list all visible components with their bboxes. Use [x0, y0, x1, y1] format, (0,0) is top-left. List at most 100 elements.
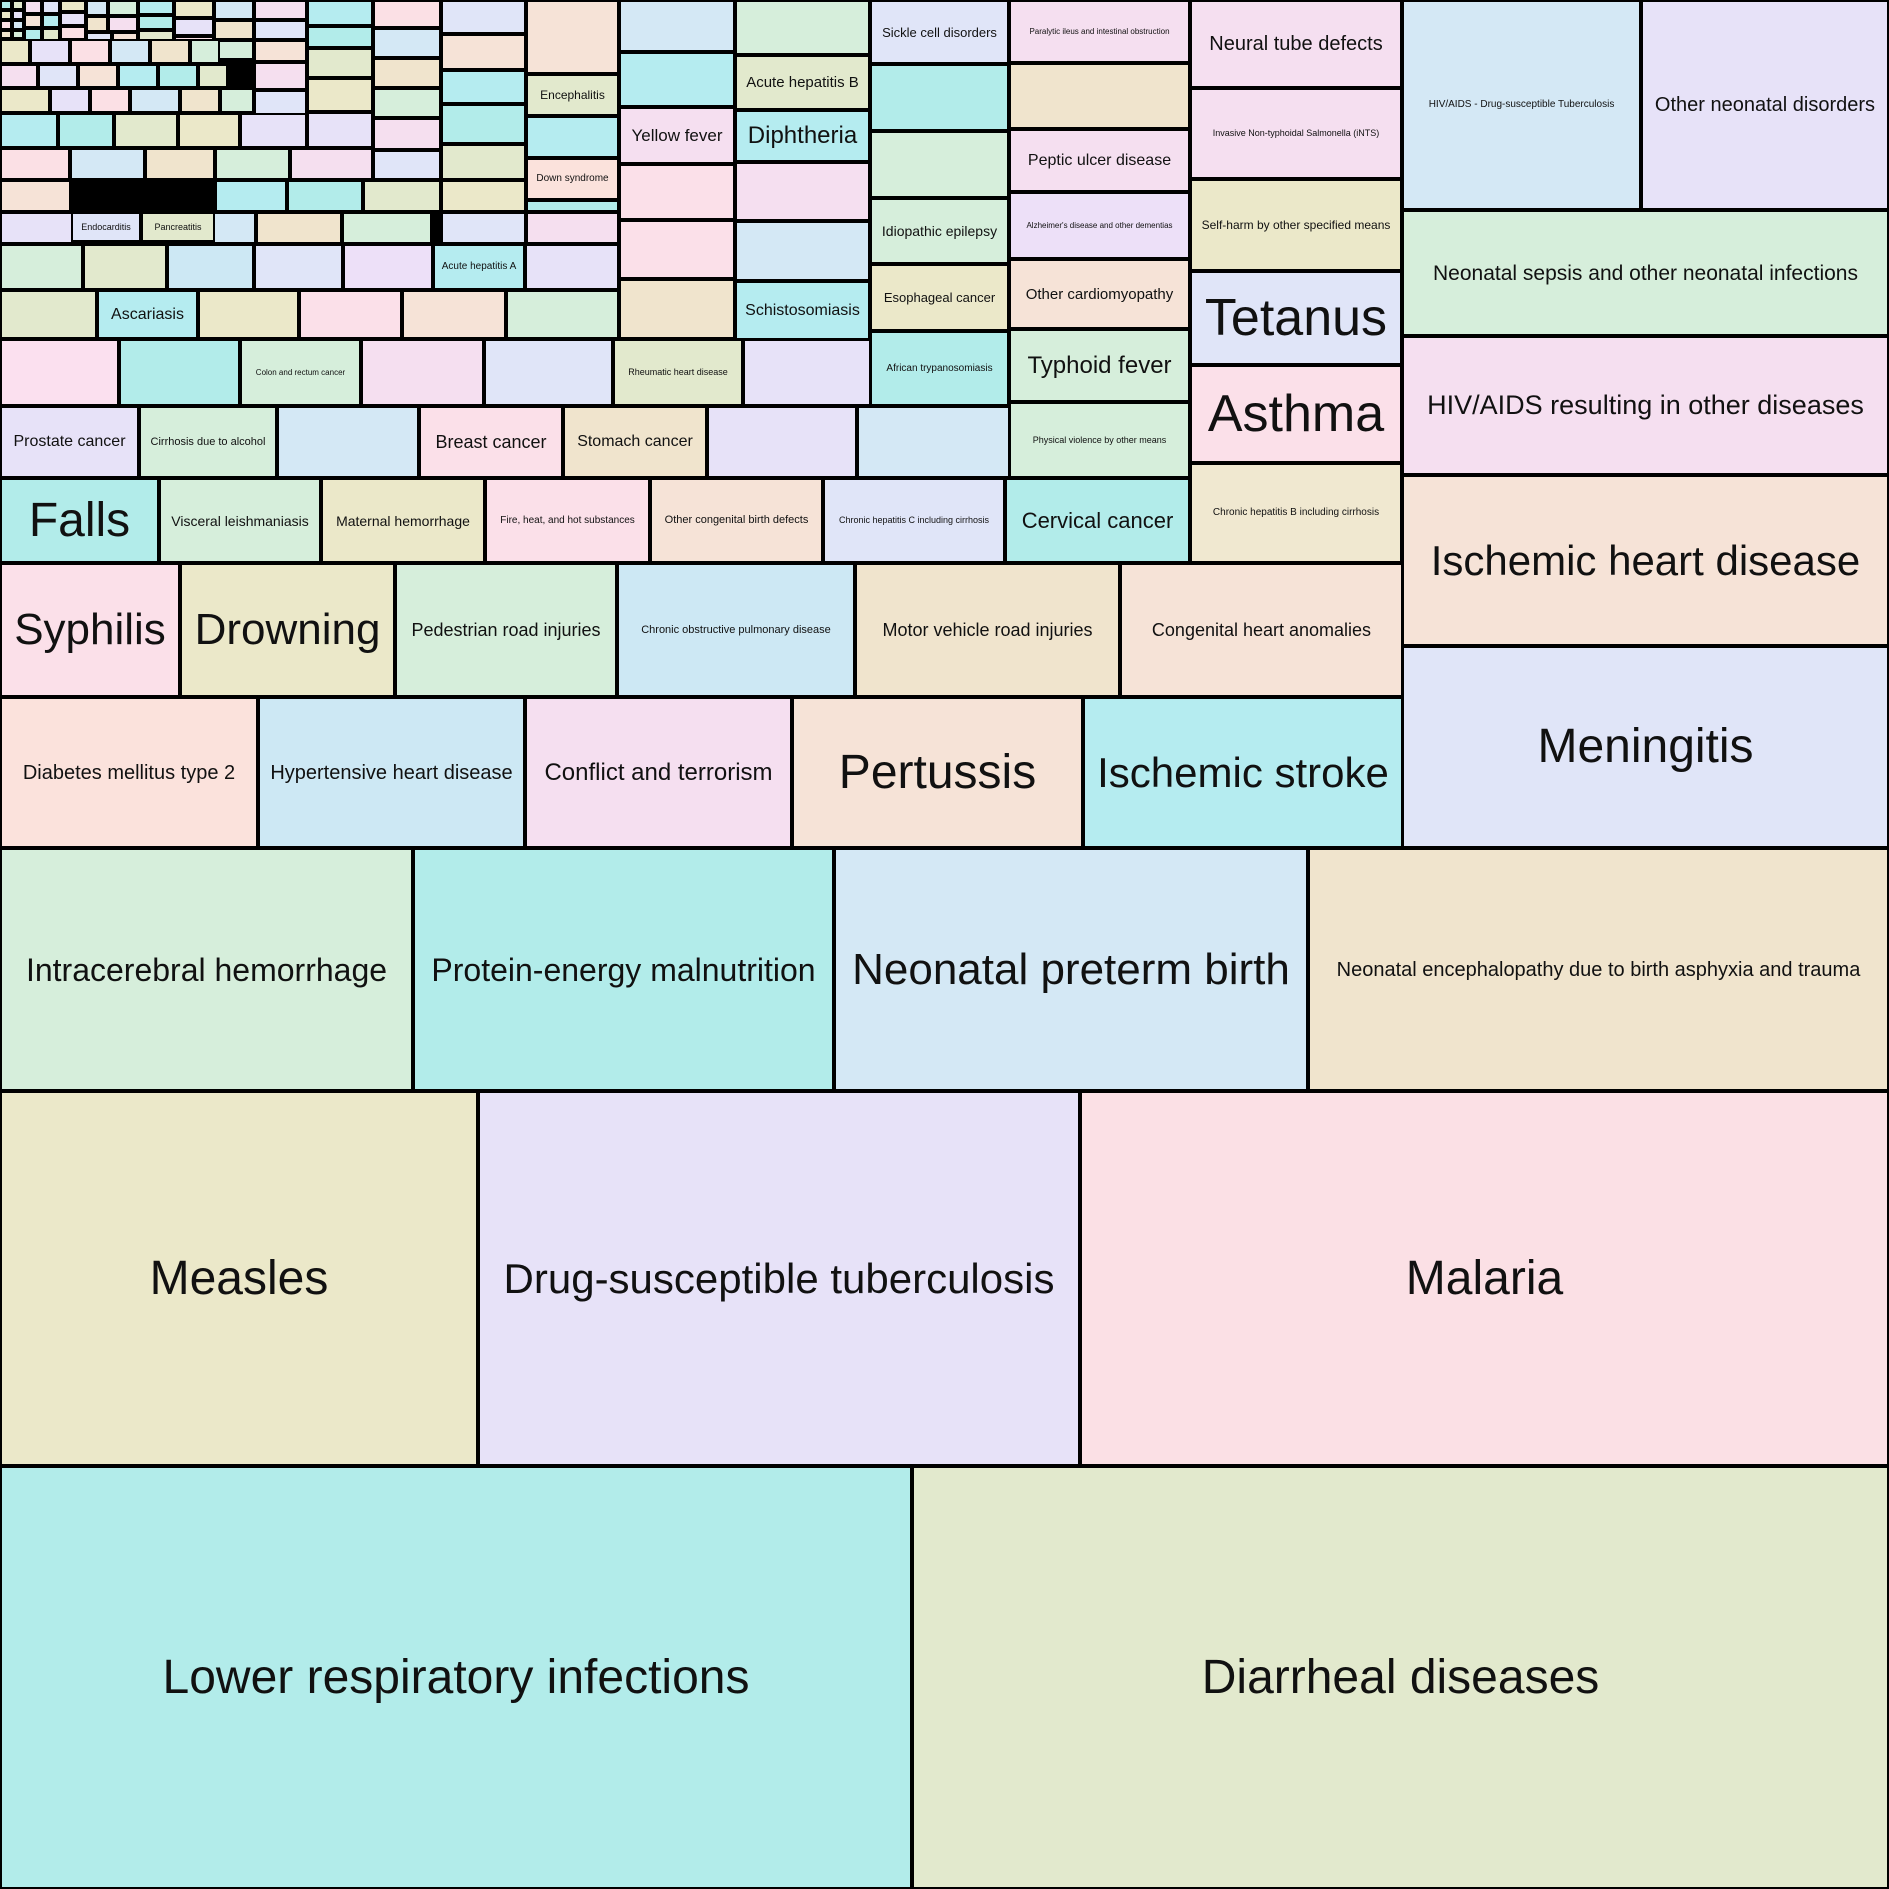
- treemap-cell-minor: [145, 148, 215, 180]
- treemap-cell-diarrheal-diseases: Diarrheal diseases: [912, 1466, 1889, 1889]
- treemap-cell-minor: [290, 148, 373, 180]
- treemap-cell-minor: [30, 39, 70, 64]
- treemap-label: Chronic obstructive pulmonary disease: [641, 623, 831, 636]
- treemap-label: Asthma: [1207, 385, 1385, 443]
- treemap-cell-drowning: Drowning: [180, 563, 395, 697]
- treemap-label: Physical violence by other means: [1032, 434, 1167, 445]
- treemap-cell-minor: [307, 26, 373, 48]
- treemap-cell-minor: [214, 40, 254, 60]
- treemap-cell-encephalitis: Encephalitis: [526, 74, 619, 116]
- treemap-label: Typhoid fever: [1027, 351, 1172, 379]
- treemap-cell-minor: [12, 0, 24, 10]
- treemap-cell-ischemic-heart-disease: Ischemic heart disease: [1402, 475, 1889, 646]
- treemap-label: Diphtheria: [747, 122, 858, 149]
- treemap-cell-idiopathic-epilepsy: Idiopathic epilepsy: [870, 198, 1009, 264]
- treemap-label: Lower respiratory infections: [162, 1650, 750, 1704]
- treemap-cell-cirrhosis-due-to-alcohol: Cirrhosis due to alcohol: [139, 406, 277, 478]
- treemap-cell-minor: [0, 180, 71, 212]
- treemap-label: Diarrheal diseases: [1201, 1650, 1600, 1704]
- treemap-cell-pancreatitis: Pancreatitis: [141, 212, 215, 242]
- treemap-cell-motor-vehicle-road-injuries: Motor vehicle road injuries: [855, 563, 1120, 697]
- treemap-cell-minor: [441, 70, 526, 104]
- treemap-label: Down syndrome: [536, 173, 609, 184]
- treemap-cell-stomach-cancer: Stomach cancer: [563, 406, 707, 478]
- treemap-cell-protein-energy-malnutrition: Protein-energy malnutrition: [413, 848, 834, 1091]
- treemap-cell-minor: [42, 14, 60, 28]
- treemap-label: Idiopathic epilepsy: [881, 223, 998, 239]
- treemap-cell-minor: [108, 16, 138, 32]
- treemap-cell-chronic-obstructive-pulmonary-disease: Chronic obstructive pulmonary disease: [617, 563, 855, 697]
- treemap-label: Hypertensive heart disease: [270, 761, 513, 784]
- treemap-cell-unlabeled: [402, 290, 506, 339]
- treemap-cell-minor: [60, 12, 86, 26]
- treemap-cell-minor: [254, 20, 307, 40]
- treemap-label: Prostate cancer: [13, 433, 126, 450]
- treemap-cell-minor: [526, 0, 619, 74]
- treemap-cell-minor: [526, 200, 619, 212]
- treemap-cell-minor: [0, 20, 12, 30]
- treemap-cell-minor: [0, 30, 12, 39]
- treemap-label: Alzheimer's disease and other dementias: [1026, 220, 1173, 230]
- treemap-label: Measles: [149, 1251, 329, 1305]
- treemap-cell-minor: [130, 88, 180, 113]
- treemap-cell-minor: [158, 64, 198, 88]
- treemap-label: Pancreatitis: [154, 221, 202, 232]
- treemap-cell-cervical-cancer: Cervical cancer: [1005, 478, 1190, 563]
- treemap-cell-maternal-hemorrhage: Maternal hemorrhage: [321, 478, 485, 563]
- treemap-cell-minor: [60, 26, 86, 40]
- treemap-cell-rheumatic-heart-disease: Rheumatic heart disease: [613, 339, 743, 406]
- treemap-cell-minor: [12, 30, 24, 39]
- treemap-label: African trypanosomiasis: [886, 362, 993, 374]
- treemap-cell-minor: [70, 39, 110, 64]
- treemap-label: Sickle cell disorders: [882, 24, 997, 40]
- treemap-cell-neonatal-preterm-birth: Neonatal preterm birth: [834, 848, 1308, 1091]
- treemap-label: Esophageal cancer: [883, 290, 996, 305]
- treemap-label: Other cardiomyopathy: [1025, 285, 1174, 303]
- treemap-cell-prostate-cancer: Prostate cancer: [0, 406, 139, 478]
- treemap-cell-invasive-non-typhoidal-salmonella-ints: Invasive Non-typhoidal Salmonella (iNTS): [1190, 88, 1402, 179]
- treemap-cell-acute-hepatitis-a: Acute hepatitis A: [433, 244, 525, 290]
- treemap-cell-unlabeled: [299, 290, 402, 339]
- treemap-cell-minor: [150, 39, 190, 64]
- treemap-label: Meningitis: [1537, 720, 1754, 773]
- treemap-cell-minor: [441, 104, 526, 144]
- treemap-cell-acute-hepatitis-b: Acute hepatitis B: [735, 55, 870, 110]
- treemap-label: Yellow fever: [631, 126, 723, 145]
- treemap-cell-drug-susceptible-tuberculosis: Drug-susceptible tuberculosis: [478, 1091, 1080, 1466]
- treemap-cell-minor: [138, 15, 174, 30]
- treemap-cell-unlabeled: [735, 221, 870, 281]
- treemap-cell-unlabeled: [0, 290, 97, 339]
- treemap-label: Motor vehicle road injuries: [882, 620, 1093, 640]
- treemap-label: Neonatal encephalopathy due to birth asp…: [1336, 958, 1861, 981]
- treemap-cell-minor: [373, 88, 441, 118]
- treemap-cell-intracerebral-hemorrhage: Intracerebral hemorrhage: [0, 848, 413, 1091]
- treemap-cell-minor: [0, 88, 50, 113]
- treemap-cell-minor: [526, 212, 619, 244]
- treemap-cell-unlabeled: [1009, 63, 1190, 129]
- treemap-label: Cirrhosis due to alcohol: [150, 435, 266, 448]
- treemap-cell-minor: [24, 14, 42, 28]
- treemap-cell-alzheimer-s-disease-and-other-dementias: Alzheimer's disease and other dementias: [1009, 192, 1190, 259]
- treemap-cell-endocarditis: Endocarditis: [71, 212, 141, 242]
- treemap-cell-minor: [70, 148, 145, 180]
- treemap-cell-minor: [220, 88, 254, 113]
- treemap-cell-minor: [78, 64, 118, 88]
- treemap-label: Invasive Non-typhoidal Salmonella (iNTS): [1212, 128, 1380, 138]
- treemap-cell-minor: [198, 64, 228, 88]
- treemap-label: Schistosomiasis: [745, 301, 860, 319]
- treemap-label: Ischemic heart disease: [1430, 536, 1861, 584]
- treemap-cell-minor: [363, 180, 441, 212]
- treemap-cell-unlabeled: [343, 244, 433, 290]
- treemap-cell-minor: [254, 40, 307, 62]
- treemap-cell-minor: [12, 20, 24, 30]
- treemap-cell-unlabeled: [361, 339, 484, 406]
- treemap-cell-minor: [441, 34, 526, 70]
- treemap-cell-fire-heat-and-hot-substances: Fire, heat, and hot substances: [485, 478, 650, 563]
- treemap-label: Malaria: [1405, 1251, 1564, 1305]
- treemap-cell-minor: [373, 58, 441, 88]
- treemap-cell-minor: [240, 113, 307, 148]
- treemap-cell-colon-and-rectum-cancer: Colon and rectum cancer: [240, 339, 361, 406]
- treemap-cell-physical-violence-by-other-means: Physical violence by other means: [1009, 402, 1190, 478]
- treemap-label: Self-harm by other specified means: [1201, 218, 1391, 232]
- treemap-cell-minor: [174, 18, 214, 36]
